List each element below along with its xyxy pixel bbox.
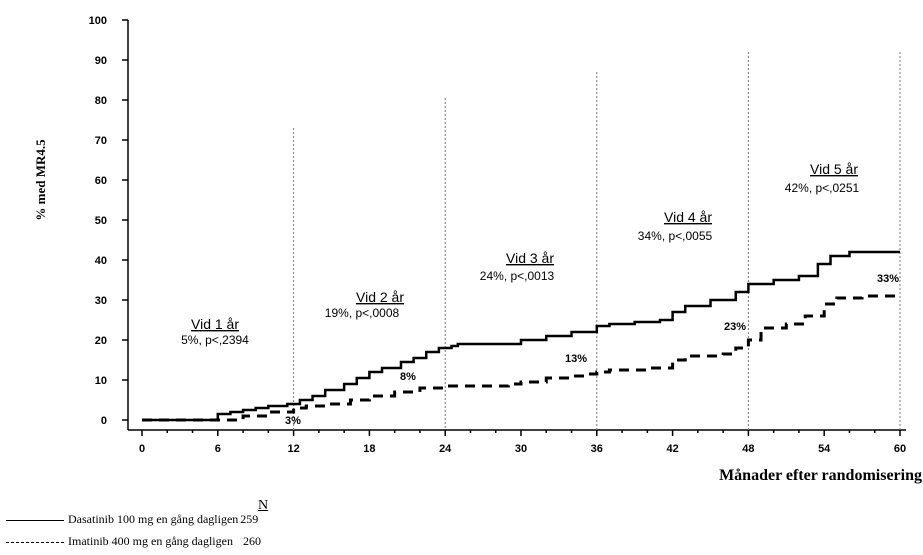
annotation-stats: 24%, p<,0013 [480,269,555,283]
y-axis-label: % med MR4.5 [33,139,48,221]
x-tick-label: 0 [139,443,145,455]
x-tick-label: 18 [363,443,375,455]
imatinib-percent-label: 8% [400,371,416,383]
annotation-stats: 5%, p<,2394 [181,333,249,347]
imatinib-percent-label: 23% [724,321,746,333]
x-tick-label: 42 [666,443,678,455]
annotation-title: Vid 4 år [664,209,712,225]
x-tick-label: 48 [742,443,754,455]
legend-solid-line [6,519,64,521]
y-tick-label: 50 [95,215,107,227]
y-tick-label: 30 [95,295,107,307]
y-tick-label: 90 [95,55,107,67]
x-tick-label: 6 [215,443,221,455]
legend-entry-dasatinib: Dasatinib 100 mg en gång dagligen 259 [6,512,258,527]
y-tick-label: 0 [101,415,107,427]
imatinib-percent-label: 13% [565,353,587,365]
y-tick-label: 100 [89,15,107,27]
annotation-stats: 19%, p<,0008 [325,306,400,320]
legend-n-header: N [258,498,269,513]
annotation-stats: 42%, p<,0251 [785,181,860,195]
x-tick-label: 30 [515,443,527,455]
y-tick-label: 60 [95,175,107,187]
annotation-title: Vid 1 år [191,316,239,332]
chart: 0 10 20 30 40 50 60 70 80 90 100 0 6 12 18 24 30 36 42 48 54… [33,15,922,484]
legend-label: Dasatinib 100 mg en gång dagligen [68,512,239,526]
legend-dashed-line [6,541,64,543]
legend-label: Imatinib 400 mg en gång dagligen [68,534,233,548]
annotation-title: Vid 5 år [810,161,858,177]
legend-entry-imatinib: Imatinib 400 mg en gång dagligen 260 [6,534,261,549]
x-axis-label: Månader efter randomisering [719,467,922,484]
annotation-stats: 34%, p<,0055 [638,229,713,243]
y-tick-label: 40 [95,255,107,267]
imatinib-percent-label: 33% [877,273,899,285]
y-tick-label: 20 [95,335,107,347]
imatinib-line [142,294,900,422]
x-tick-label: 24 [439,443,452,455]
y-tick-label: 10 [95,375,107,387]
x-tick-label: 36 [591,443,603,455]
annotation-title: Vid 3 år [506,250,554,266]
legend-n: 259 [240,512,259,526]
y-tick-label: 80 [95,95,107,107]
imatinib-percent-label: 3% [285,415,301,427]
dasatinib-line [142,250,900,422]
x-tick-label: 54 [818,443,831,455]
x-tick-label: 12 [287,443,299,455]
annotation-title: Vid 2 år [356,289,404,305]
y-tick-label: 70 [95,135,107,147]
legend-n: 260 [242,534,261,548]
x-tick-label: 60 [894,443,906,455]
